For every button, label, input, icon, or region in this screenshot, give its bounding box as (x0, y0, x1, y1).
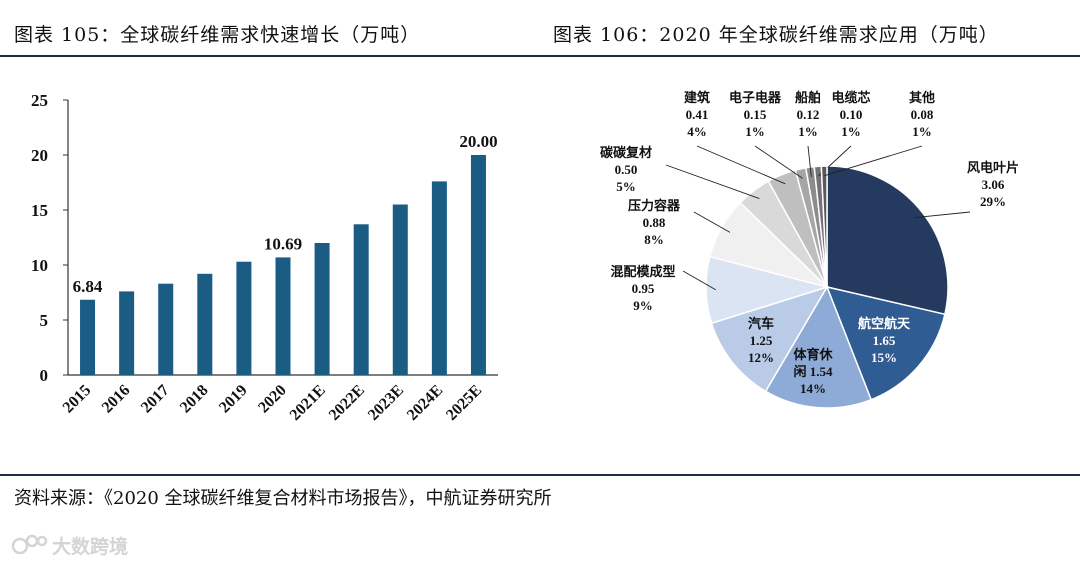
watermark-logo: 大数跨境 (11, 534, 128, 558)
x-tick-label: 2020 (255, 382, 290, 417)
top-divider (0, 55, 1080, 57)
x-tick-label: 2015 (60, 382, 95, 417)
x-tick-label: 2019 (216, 382, 251, 417)
x-tick-label: 2024E (404, 382, 446, 424)
bar-2022E (353, 224, 369, 375)
pie-label-电缆芯: 电缆芯 (831, 90, 870, 105)
pie-label-混配模成型: 0.95 (632, 281, 655, 296)
pie-label-建筑: 4% (687, 124, 707, 139)
pie-slice-汽车 (710, 285, 829, 393)
bar-2020 (275, 257, 291, 375)
pie-label-碳碳复材: 碳碳复材 (600, 145, 652, 160)
bar-2023E (392, 204, 408, 375)
y-tick-label: 15 (31, 201, 48, 220)
pie-label-压力容器: 8% (644, 232, 664, 247)
pie-label-电缆芯: 1% (841, 124, 861, 139)
pie-label-碳碳复材: 5% (616, 179, 636, 194)
pie-label-电缆芯: 0.10 (840, 107, 863, 122)
pie-slice-风电叶片 (826, 165, 949, 316)
bar-2025E (470, 155, 486, 375)
x-tick-label: 2021E (287, 382, 329, 424)
bar-2019 (236, 261, 252, 375)
bottom-divider (0, 474, 1080, 476)
source-note: 资料来源：《2020 全球碳纤维复合材料市场报告》，中航证券研究所 (14, 488, 552, 509)
pie-label-汽车: 12% (748, 350, 774, 365)
pie-label-汽车: 1.25 (750, 333, 773, 348)
leader-line-建筑 (696, 145, 786, 185)
y-tick-label: 25 (31, 91, 48, 110)
data-label-2015: 6.84 (73, 277, 103, 296)
pie-slice-航空航天 (825, 285, 946, 401)
pie-label-体育休闲: 体育休 (793, 347, 833, 362)
y-tick-label: 5 (40, 311, 49, 330)
x-tick-label: 2017 (138, 382, 173, 417)
x-tick-label: 2023E (365, 382, 407, 424)
pie-label-压力容器: 0.88 (643, 215, 666, 230)
pie-label-风电叶片: 29% (980, 194, 1006, 209)
leader-line-电子电器 (754, 145, 803, 179)
leader-line-其他 (824, 145, 923, 177)
pie-label-船舶: 1% (798, 124, 818, 139)
leader-line-碳碳复材 (665, 164, 760, 199)
right-chart-title: 图表 106：2020 年全球碳纤维需求应用（万吨） (553, 24, 999, 46)
left-chart-title: 图表 105：全球碳纤维需求快速增长（万吨） (14, 24, 421, 46)
watermark-text: 大数跨境 (52, 535, 128, 558)
pie-label-汽车: 汽车 (748, 316, 774, 331)
pie-label-电子电器: 0.15 (744, 107, 767, 122)
bar-2018 (197, 273, 213, 375)
pie-label-风电叶片: 3.06 (982, 177, 1005, 192)
bar-2024E (431, 181, 447, 375)
pie-label-建筑: 建筑 (684, 90, 710, 105)
pie-label-其他: 其他 (909, 90, 935, 105)
pie-label-其他: 0.08 (911, 107, 934, 122)
pie-label-航空航天: 1.65 (873, 333, 896, 348)
pie-label-船舶: 0.12 (797, 107, 820, 122)
x-tick-label: 2016 (99, 382, 134, 417)
y-tick-label: 10 (31, 256, 48, 275)
bar-chart: 0 5 10 15 20 25 2015 6.84 2016 2017 2018 2019 2020 10… (31, 91, 498, 424)
pie-label-电子电器: 电子电器 (729, 90, 782, 105)
pie-label-建筑: 0.41 (686, 107, 709, 122)
pie-label-电子电器: 1% (745, 124, 765, 139)
pie-label-航空航天: 航空航天 (858, 316, 911, 331)
x-tick-label: 2025E (443, 382, 485, 424)
bar-2015 (80, 299, 96, 375)
pie-label-碳碳复材: 0.50 (615, 162, 638, 177)
pie-label-船舶: 船舶 (795, 90, 821, 105)
x-tick-label: 2018 (177, 382, 212, 417)
bar-2016 (119, 291, 135, 375)
pie-label-体育休闲: 闲 1.54 (793, 364, 833, 379)
bar-2021E (314, 243, 330, 375)
x-tick-label: 2022E (326, 382, 368, 424)
data-label-2020: 10.69 (264, 234, 302, 253)
pie-slice-其他 (820, 165, 828, 288)
pie-label-其他: 1% (912, 124, 932, 139)
pie-label-压力容器: 压力容器 (628, 198, 681, 213)
pie-slice-体育休闲 (764, 285, 873, 409)
leader-line-船舶 (807, 145, 812, 177)
pie-label-混配模成型: 混配模成型 (610, 264, 675, 279)
bar-2017 (158, 283, 174, 375)
pie-label-体育休闲: 14% (800, 381, 826, 396)
leader-line-风电叶片 (914, 211, 971, 219)
y-tick-label: 20 (31, 146, 48, 165)
pie-label-风电叶片: 风电叶片 (967, 160, 1019, 175)
leader-line-混配模成型 (682, 270, 716, 291)
leader-line-压力容器 (693, 211, 731, 233)
data-label-2025E: 20.00 (459, 132, 497, 151)
y-tick-label: 0 (40, 366, 49, 385)
pie-label-混配模成型: 9% (633, 298, 653, 313)
pie-label-航空航天: 15% (871, 350, 897, 365)
